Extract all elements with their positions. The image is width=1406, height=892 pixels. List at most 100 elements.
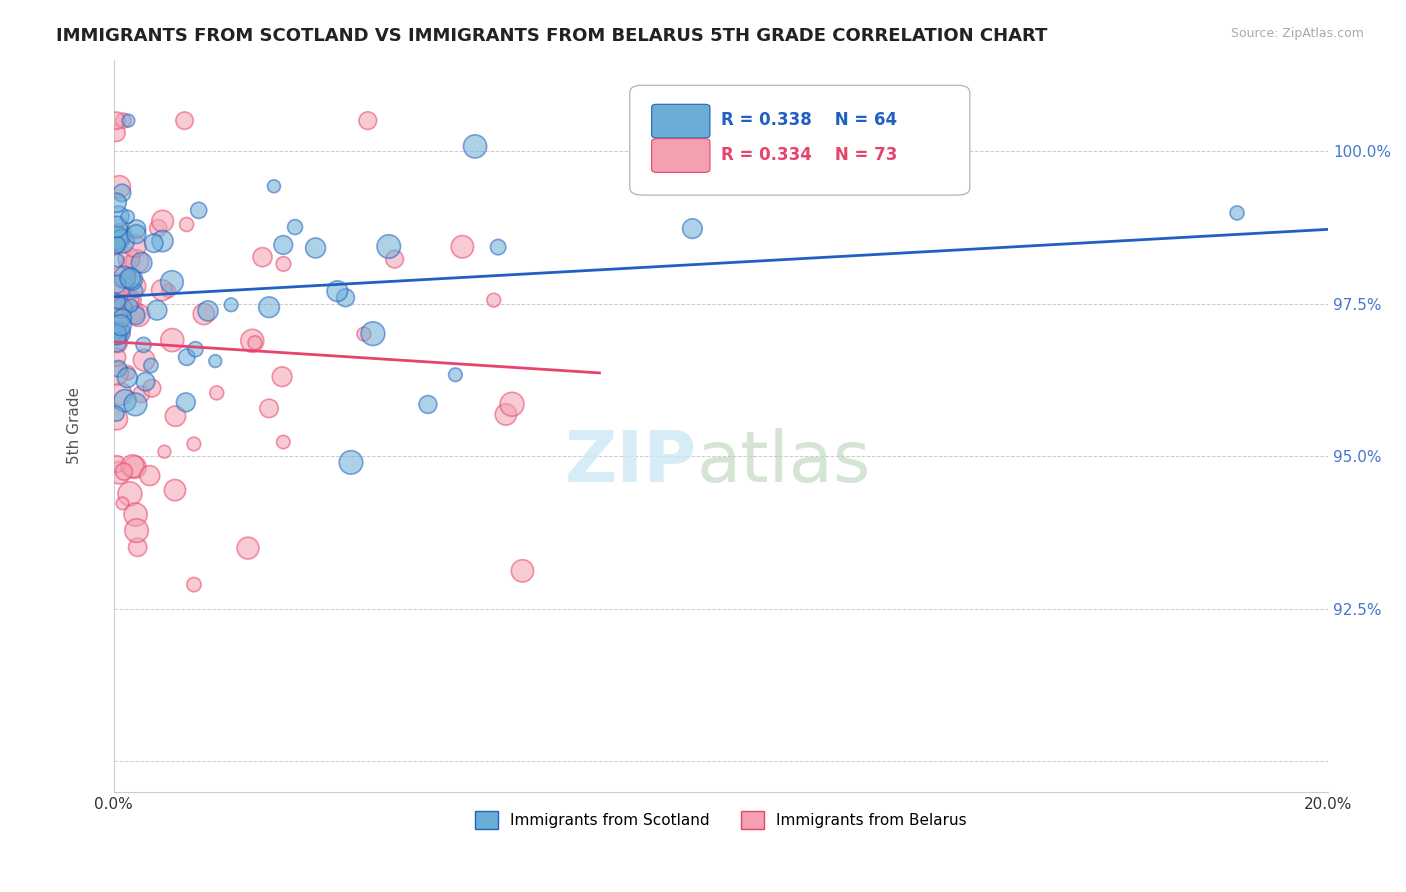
Point — [193, 307, 215, 321]
Point — [110, 387, 132, 401]
Point — [118, 487, 141, 501]
Point — [173, 113, 195, 128]
Point — [153, 444, 176, 458]
Point — [105, 299, 128, 313]
Point — [105, 327, 128, 342]
Point — [384, 252, 406, 267]
Point — [263, 179, 285, 194]
Point — [138, 468, 160, 483]
Point — [187, 203, 209, 218]
Point — [157, 284, 180, 298]
Point — [273, 257, 295, 271]
Point — [183, 577, 205, 591]
Legend: Immigrants from Scotland, Immigrants from Belarus: Immigrants from Scotland, Immigrants fro… — [470, 805, 973, 836]
Point — [114, 393, 136, 408]
Point — [125, 524, 148, 538]
Point — [108, 326, 131, 340]
Point — [141, 381, 163, 395]
Point — [135, 375, 157, 389]
Point — [132, 338, 155, 352]
Point — [326, 284, 349, 298]
Point — [117, 256, 139, 270]
Point — [112, 465, 135, 479]
Text: R = 0.338    N = 64: R = 0.338 N = 64 — [721, 112, 897, 129]
Point — [107, 294, 129, 309]
Point — [108, 466, 131, 480]
Point — [512, 564, 534, 578]
Point — [105, 367, 128, 381]
Point — [108, 325, 131, 339]
Point — [117, 210, 139, 224]
FancyBboxPatch shape — [651, 138, 710, 172]
Point — [271, 238, 294, 252]
Point — [681, 221, 703, 235]
Point — [111, 277, 134, 292]
Point — [105, 219, 128, 234]
Point — [271, 435, 294, 450]
Text: 5th Grade: 5th Grade — [67, 387, 82, 464]
Point — [416, 397, 439, 411]
Point — [271, 369, 294, 384]
Point — [105, 238, 128, 252]
Point — [114, 270, 136, 285]
Point — [105, 407, 128, 421]
Point — [111, 301, 134, 315]
Point — [257, 401, 280, 416]
Point — [105, 240, 128, 254]
Point — [197, 304, 219, 318]
Point — [111, 310, 134, 325]
Point — [183, 437, 205, 451]
Point — [125, 309, 148, 323]
Point — [340, 455, 363, 469]
Point — [117, 113, 139, 128]
Point — [139, 359, 162, 373]
Point — [105, 113, 128, 128]
Text: atlas: atlas — [696, 428, 870, 497]
Point — [105, 351, 128, 365]
Point — [129, 387, 152, 401]
Point — [108, 323, 131, 337]
Point — [240, 334, 263, 348]
Point — [111, 234, 134, 248]
Point — [304, 241, 326, 255]
Point — [252, 250, 274, 264]
Point — [284, 220, 307, 235]
Point — [174, 395, 197, 409]
Point — [176, 218, 198, 232]
Point — [357, 113, 380, 128]
Point — [121, 459, 143, 474]
FancyBboxPatch shape — [651, 104, 710, 138]
Point — [105, 231, 128, 245]
Point — [236, 541, 259, 555]
Point — [444, 368, 467, 382]
Point — [122, 305, 145, 319]
Text: IMMIGRANTS FROM SCOTLAND VS IMMIGRANTS FROM BELARUS 5TH GRADE CORRELATION CHART: IMMIGRANTS FROM SCOTLAND VS IMMIGRANTS F… — [56, 27, 1047, 45]
Point — [112, 113, 135, 128]
Point — [127, 540, 149, 554]
Point — [118, 293, 141, 308]
Point — [243, 335, 266, 350]
Point — [124, 460, 146, 475]
Point — [121, 272, 143, 286]
Point — [125, 222, 148, 236]
Point — [105, 126, 128, 140]
Point — [482, 293, 505, 307]
Point — [111, 186, 134, 200]
Point — [219, 298, 242, 312]
Point — [105, 277, 128, 292]
Point — [110, 318, 132, 333]
Point — [451, 240, 474, 254]
Point — [127, 254, 149, 268]
Point — [1226, 206, 1249, 220]
Point — [111, 496, 134, 510]
Point — [108, 331, 131, 345]
Point — [128, 308, 150, 322]
Point — [108, 228, 131, 243]
Point — [361, 326, 384, 341]
Text: ZIP: ZIP — [564, 428, 696, 497]
Point — [105, 195, 128, 210]
FancyBboxPatch shape — [630, 86, 970, 195]
Point — [107, 210, 129, 224]
Point — [205, 385, 228, 400]
Point — [107, 231, 129, 245]
